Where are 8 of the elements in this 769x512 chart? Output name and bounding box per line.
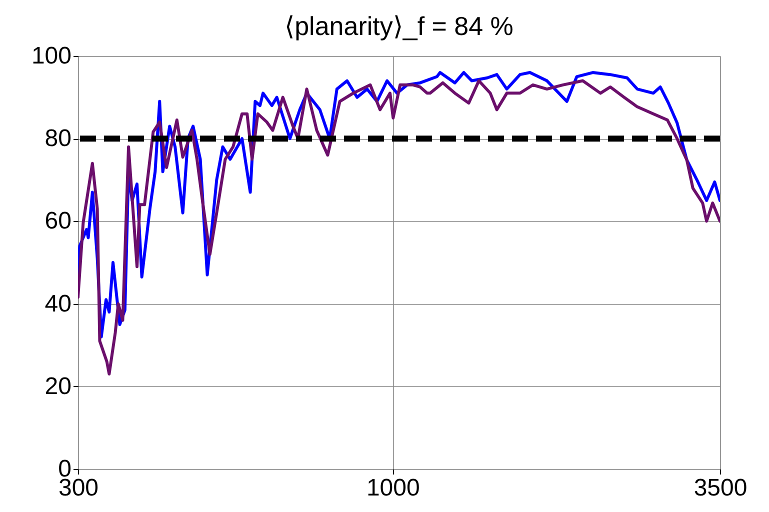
y-tick-label: 100 xyxy=(31,42,72,70)
x-tick-label: 3500 xyxy=(694,474,748,502)
x-tick-label: 1000 xyxy=(366,474,420,502)
y-tick-label: 80 xyxy=(44,125,72,152)
y-tick-label: 40 xyxy=(44,290,72,318)
y-tick-label: 20 xyxy=(44,372,72,400)
chart-title: ⟨planarity⟩_f = 84 % xyxy=(284,11,514,41)
y-tick-label: 60 xyxy=(44,208,72,235)
